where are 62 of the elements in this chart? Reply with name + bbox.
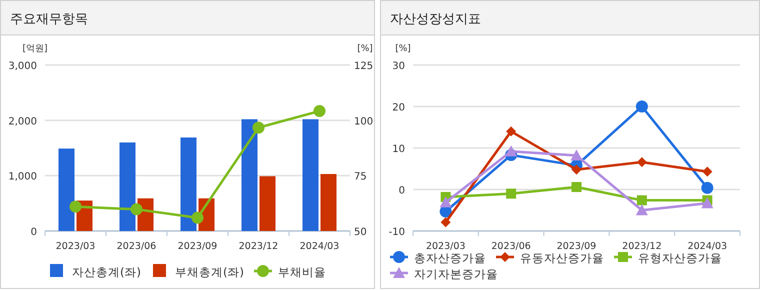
y-axis-title: [%] — [395, 44, 411, 54]
point — [505, 145, 518, 156]
legend-label: 자산총계(좌) — [72, 265, 141, 279]
y-tick-label: 3,000 — [8, 61, 37, 72]
point — [702, 166, 712, 177]
x-tick-label: 2023/09 — [178, 241, 218, 252]
x-tick-label: 2024/03 — [688, 241, 728, 252]
y2-axis-title: [%] — [357, 44, 373, 54]
y-tick-label: 1,000 — [8, 172, 37, 183]
point — [701, 197, 714, 208]
y2-tick-label: 50 — [354, 227, 367, 238]
point — [572, 182, 582, 192]
y-tick-label: 2,000 — [8, 116, 37, 128]
point — [70, 200, 82, 213]
point — [440, 196, 452, 208]
y2-tick-label: 125 — [354, 61, 374, 72]
point — [506, 126, 516, 136]
point — [252, 122, 264, 134]
bar — [180, 137, 196, 231]
legend-label: 유동자산증가율 — [520, 251, 604, 265]
y-tick-label: 0 — [398, 186, 405, 196]
legend-label: 총자산증가율 — [414, 251, 486, 265]
chart-title: 주요재무항목 — [10, 12, 88, 27]
y-tick-label: 30 — [392, 61, 405, 72]
point — [314, 105, 326, 118]
bar — [320, 174, 336, 231]
x-tick-label: 2023/03 — [56, 241, 96, 252]
bar — [260, 176, 276, 231]
point — [636, 204, 648, 216]
y-axis-title: [억원] — [22, 44, 48, 54]
point — [636, 100, 648, 112]
point — [130, 203, 142, 216]
x-tick-label: 2023/06 — [491, 241, 531, 252]
point — [506, 188, 516, 199]
y2-tick-label: 100 — [354, 116, 374, 128]
x-tick-label: 2024/03 — [300, 241, 340, 252]
x-tick-label: 2023/12 — [622, 241, 662, 252]
x-tick-label: 2023/06 — [116, 241, 156, 252]
legend-label: 유형자산증가율 — [638, 251, 722, 265]
legend-label: 자기자본증가율 — [414, 267, 498, 281]
point — [636, 157, 647, 168]
y-tick-label: -10 — [388, 227, 405, 238]
point — [192, 212, 204, 224]
bar — [120, 142, 136, 231]
point — [570, 149, 582, 160]
legend-label: 부채총계(좌) — [174, 265, 244, 279]
y2-tick-label: 75 — [354, 172, 367, 183]
y-tick-label: 10 — [392, 144, 405, 155]
x-tick-label: 2023/09 — [556, 241, 596, 252]
bar — [302, 119, 318, 231]
bar — [58, 148, 74, 231]
x-tick-label: 2023/03 — [426, 241, 466, 252]
point — [572, 164, 582, 175]
legend-label: 부채비율 — [278, 265, 326, 279]
point — [636, 195, 647, 206]
point — [440, 217, 451, 228]
point — [701, 182, 714, 194]
y-tick-label: 0 — [30, 227, 37, 238]
y-tick-label: 20 — [392, 102, 405, 114]
bar — [242, 119, 258, 231]
chart-title: 자산성장성지표 — [390, 12, 481, 27]
x-tick-label: 2023/12 — [238, 241, 278, 252]
